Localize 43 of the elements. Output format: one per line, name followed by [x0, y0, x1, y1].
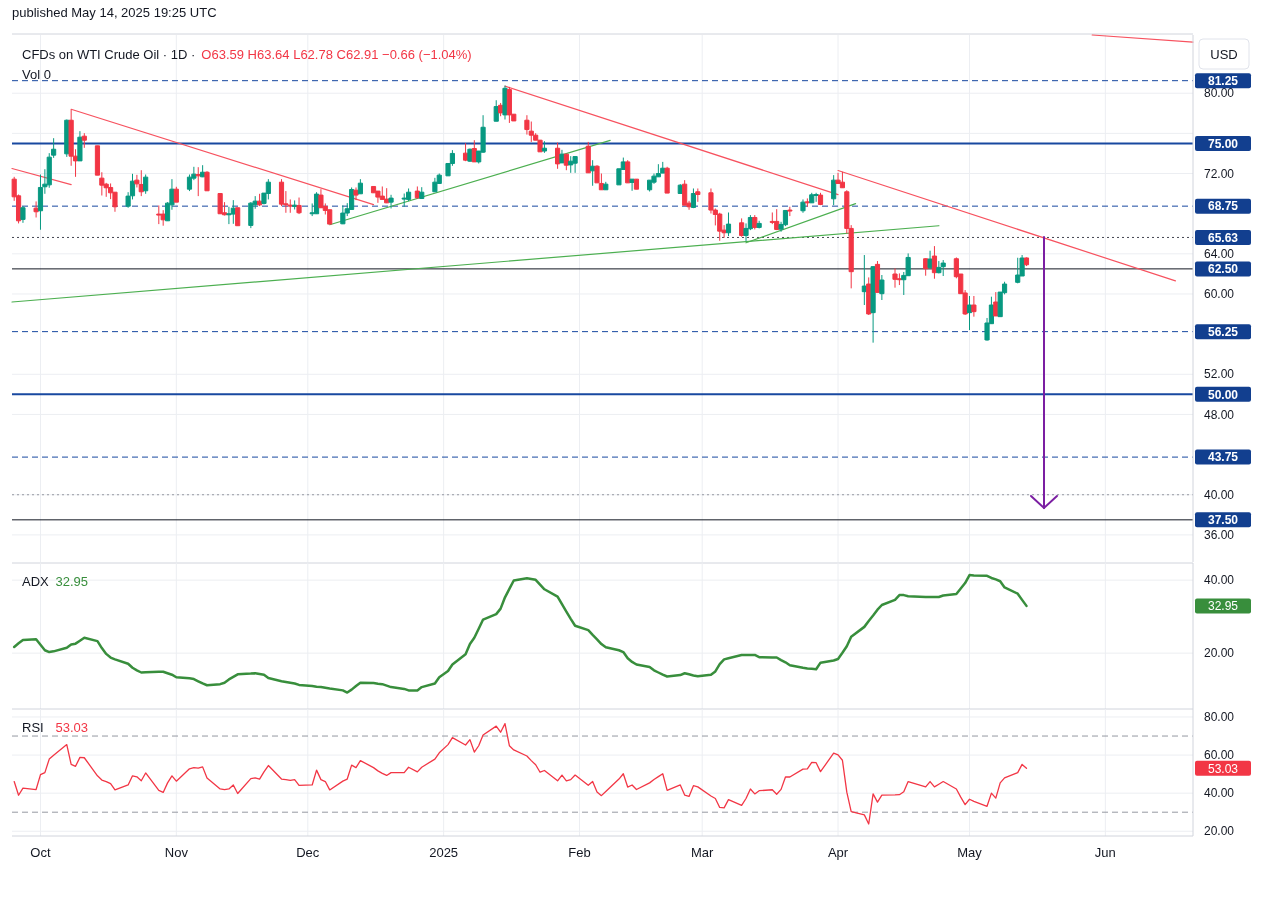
y-tick-label: 20.00	[1204, 824, 1235, 839]
y-tick-label: 40.00	[1204, 786, 1235, 801]
x-tick-label: Feb	[568, 845, 591, 860]
text: ADX	[22, 574, 50, 589]
text: published May 14, 2025 19:25 UTC	[12, 5, 217, 20]
ref-line-label: 75.00	[1207, 136, 1239, 151]
y-tick-label: 36.00	[1204, 528, 1235, 543]
y-tick-label: 64.00	[1204, 247, 1235, 262]
x-tick-label: Jun	[1094, 845, 1116, 860]
text: CFDs on WTI Crude Oil · 1D ·	[22, 47, 196, 62]
x-tick-label: Mar	[691, 845, 715, 860]
x-tick-label: 2025	[429, 845, 459, 860]
y-tick-label: 60.00	[1204, 287, 1235, 302]
y-tick-label: 80.00	[1204, 86, 1235, 101]
ref-line-label: 43.75	[1207, 450, 1239, 465]
x-tick-label: Dec	[296, 845, 320, 860]
ref-line-label: 65.63	[1207, 230, 1239, 245]
x-tick-label: Oct	[30, 845, 51, 860]
x-tick-label: May	[957, 845, 983, 860]
ref-line-label: 81.25	[1207, 73, 1239, 88]
annotation: Vol 0	[22, 67, 51, 82]
y-tick-label: 60.00	[1204, 748, 1235, 763]
ref-line-label: 62.50	[1207, 262, 1239, 277]
y-tick-label: 40.00	[1204, 487, 1235, 502]
y-tick-label: 20.00	[1204, 646, 1235, 661]
x-tick-label: Apr	[827, 845, 849, 860]
y-tick-label: 48.00	[1204, 407, 1235, 422]
text: O63.59 H63.64 L62.78 C62.91 −0.66 (−1.04%)	[201, 47, 472, 62]
y-tick-label: 52.00	[1204, 367, 1235, 382]
ref-line-label: 68.75	[1207, 199, 1239, 214]
ref-line-label: 56.25	[1207, 324, 1239, 339]
y-tick-label: 40.00	[1204, 573, 1235, 588]
annotation: 32.95	[55, 574, 89, 589]
text: 32.95	[1207, 599, 1239, 614]
x-tick-label: Nov	[164, 845, 189, 860]
y-tick-label: 72.00	[1204, 166, 1235, 181]
y-tick-label: 80.00	[1204, 710, 1235, 725]
annotation: 53.03	[55, 720, 89, 735]
series-label: RSI	[22, 720, 44, 735]
y-axis-title: USD	[1210, 47, 1238, 62]
text: 53.03	[1207, 761, 1239, 776]
ref-line-label: 37.50	[1207, 513, 1239, 528]
ref-line-label: 50.00	[1207, 387, 1239, 402]
